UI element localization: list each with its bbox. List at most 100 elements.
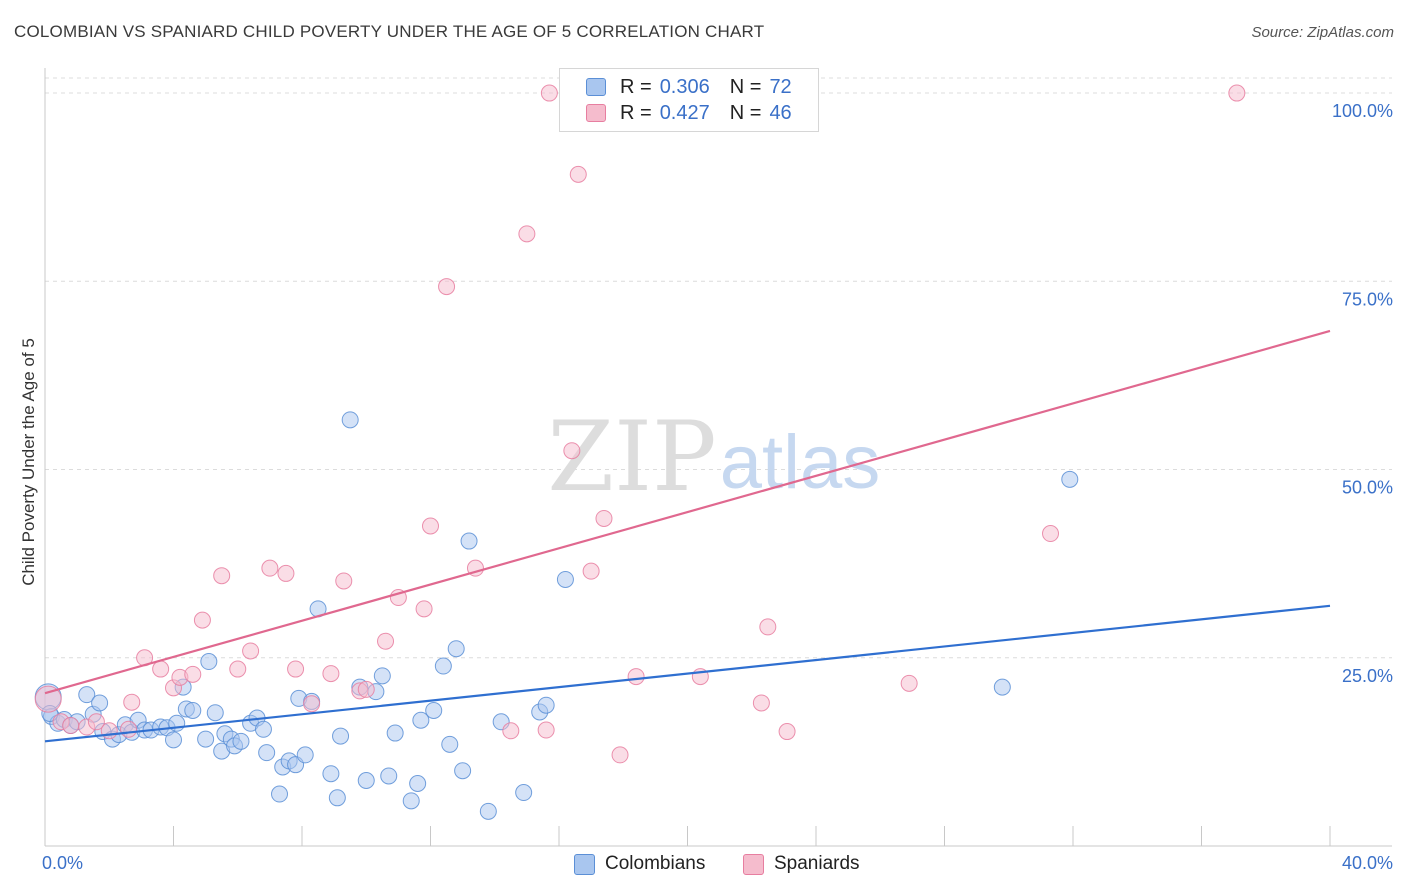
colombian-point [386,724,404,742]
bottom-legend-spaniards[interactable]: Spaniards [743,852,860,876]
colombian-point [380,767,398,785]
spaniard-point [611,746,629,764]
colombians-swatch [574,853,595,875]
x-tick-label-min: 0.0% [42,853,83,873]
colombian-point [556,570,574,588]
spaniard-point [229,660,247,678]
legend-n-label: N = [729,101,762,124]
trend-lines [44,329,1331,743]
colombian-point [993,678,1011,696]
y-tick-label: 25.0% [1342,666,1393,686]
legend-r-label: R = [620,75,652,98]
legend-row-colombians: R = 0.306 N = 72 [586,75,792,99]
spaniard-point [537,721,555,739]
spaniard-point [193,611,211,629]
spaniard-point [322,665,340,683]
spaniard-point [213,567,231,585]
spaniard-point [595,509,613,527]
spaniard-point [277,564,295,582]
x-tick-label-max: 40.0% [1342,853,1393,873]
y-tick-label: 50.0% [1342,478,1393,498]
legend-n-label: N = [729,75,762,98]
colombian-point [357,771,375,789]
colombian-point [441,735,459,753]
colombian-point [184,701,202,719]
legend-r-label: R = [620,101,652,124]
spaniard-point [502,722,520,740]
colombian-point [254,720,272,738]
spaniard-point [415,600,433,618]
colombian-point [425,701,443,719]
source-label: Source: ZipAtlas.com [1251,24,1394,41]
spaniard-point [184,665,202,683]
legend-swatch-spaniards [586,104,606,122]
spaniard-point [627,668,645,686]
colombian-point [447,640,465,658]
y-tick-label: 75.0% [1342,289,1393,309]
spaniards-trend-line [44,329,1331,695]
spaniard-point [518,225,536,243]
spaniard-point [540,84,558,102]
legend-r-value: 0.427 [659,101,710,124]
spaniard-point [100,722,118,740]
colombian-point [328,789,346,807]
spaniard-point [778,723,796,741]
spaniard-point [152,660,170,678]
legend-r-value: 0.306 [659,75,710,98]
watermark: ZIP atlas [547,401,880,513]
spaniard-point [582,562,600,580]
spaniard-point [261,559,279,577]
chart-title: COLOMBIAN VS SPANIARD CHILD POVERTY UNDE… [14,22,765,41]
spaniard-point [759,618,777,636]
watermark-atlas: atlas [720,420,881,505]
spaniard-point [563,442,581,460]
colombian-point [373,667,391,685]
colombian-point [232,732,250,750]
spaniards-points [34,84,1246,764]
colombian-point [206,704,224,722]
spaniard-point [569,165,587,183]
legend-swatch-colombians [586,78,606,96]
spaniard-point [1228,84,1246,102]
colombian-point [515,784,533,802]
colombian-point [460,532,478,550]
colombian-point [454,762,472,780]
spaniard-point [287,660,305,678]
colombian-point [434,657,452,675]
colombian-point [258,744,276,762]
colombian-point [402,792,420,810]
spaniard-point [335,572,353,590]
spaniard-point [752,694,770,712]
spaniard-point [120,720,138,738]
colombian-point [296,746,314,764]
colombian-point [409,775,427,793]
spaniards-label: Spaniards [774,853,860,874]
spaniard-point [303,695,321,713]
y-axis-label: Child Poverty Under the Age of 5 [19,338,38,586]
colombian-point [322,765,340,783]
spaniard-point [900,674,918,692]
spaniard-point [357,680,375,698]
colombian-point [197,730,215,748]
colombian-point [91,694,109,712]
y-tick-label: 100.0% [1332,101,1393,121]
colombian-point [341,411,359,429]
axis-labels: 25.0% 50.0% 75.0% 100.0% 0.0% 40.0% Child Pove… [19,101,1393,873]
colombian-point [412,711,430,729]
spaniards-swatch [743,853,764,875]
colombians-label: Colombians [605,853,706,874]
colombian-point [479,802,497,820]
spaniard-point [34,685,62,713]
legend-n-value: 46 [769,101,792,124]
spaniard-point [438,278,456,296]
colombian-point [78,686,96,704]
spaniard-point [242,642,260,660]
colombian-point [1061,470,1079,488]
legend-row-spaniards: R = 0.427 N = 46 [586,101,792,125]
grid [45,77,1392,659]
colombian-point [332,727,350,745]
bottom-legend-colombians[interactable]: Colombians [574,852,705,876]
spaniard-point [377,632,395,650]
stats-legend: R = 0.306 N = 72 R = 0.427 N = 46 [559,68,819,132]
